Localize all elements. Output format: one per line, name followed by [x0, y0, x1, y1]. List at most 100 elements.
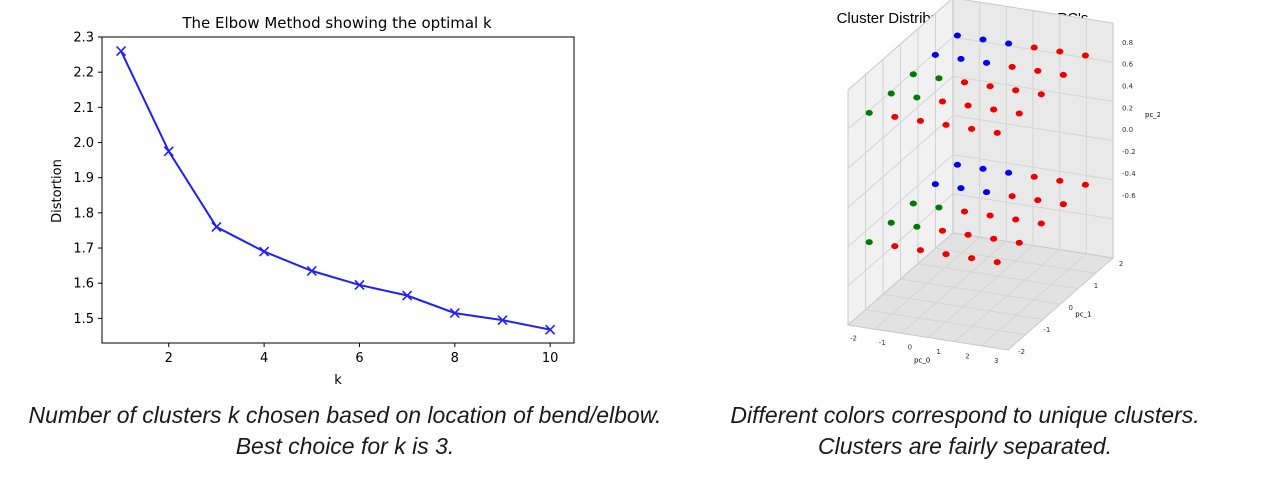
data-point: [402, 290, 413, 301]
data-point: [1034, 67, 1042, 74]
data-point: [993, 259, 1001, 266]
data-point: [942, 121, 950, 128]
data-point: [1081, 181, 1089, 188]
data-point: [354, 279, 365, 291]
caption-left: Number of clusters k chosen based on loc…: [28, 402, 662, 459]
z-tick-label: 0.8: [1122, 39, 1133, 47]
data-point: [968, 255, 976, 262]
data-point: [957, 185, 965, 192]
data-point: [891, 243, 899, 250]
data-point: [259, 246, 270, 257]
y-tick-label: 1.7: [73, 242, 94, 257]
x-tick-label: -2: [850, 334, 857, 342]
data-point: [957, 55, 965, 62]
data-point: [964, 231, 972, 238]
data-point: [935, 204, 943, 211]
data-point: [1037, 220, 1045, 227]
data-point: [1034, 197, 1042, 204]
data-point: [545, 324, 556, 335]
data-point: [1008, 63, 1016, 70]
y-tick-label: 1.5: [73, 312, 94, 327]
y-tick-label: 1.9: [73, 171, 94, 186]
data-point: [916, 117, 924, 124]
y-axis-label: Distortion: [50, 159, 65, 223]
y-tick-label: 2.2: [73, 66, 94, 81]
data-point: [986, 212, 994, 219]
caption-right: Different colors correspond to unique cl…: [730, 402, 1200, 459]
data-point: [993, 129, 1001, 136]
z-tick-label: -0.2: [1122, 148, 1136, 156]
data-point: [1012, 87, 1020, 94]
x-tick-label: 6: [355, 351, 363, 366]
data-point: [942, 251, 950, 258]
x-axis-label: pc_0: [914, 356, 930, 364]
data-point: [916, 247, 924, 254]
y-tick-label: 2.1: [73, 101, 94, 116]
z-tick-label: -0.4: [1122, 170, 1136, 178]
scatter-points: [865, 32, 1089, 266]
data-point: [1015, 239, 1023, 246]
data-point: [909, 200, 917, 207]
data-point: [953, 161, 961, 168]
data-point: [887, 90, 895, 97]
data-point: [865, 239, 873, 246]
data-point: [986, 83, 994, 90]
axes-panes: [846, 0, 1115, 351]
plot-frame: [101, 36, 575, 344]
data-point: [449, 308, 460, 319]
data-point: [1030, 44, 1038, 51]
grid-line: [981, 18, 1087, 347]
y-tick-label: 1: [1094, 282, 1098, 290]
data-point: [964, 102, 972, 109]
y-tick-label: 1.8: [73, 206, 94, 221]
data-point: [968, 125, 976, 132]
data-point: [1056, 48, 1064, 55]
data-point: [891, 113, 899, 120]
y-tick-label: 2.0: [73, 136, 94, 151]
x-tick-label: -1: [879, 339, 886, 347]
z-tick-label: 0.2: [1122, 104, 1133, 112]
data-point: [909, 71, 917, 78]
x-tick-label: 1: [936, 348, 940, 356]
data-point: [1012, 216, 1020, 223]
x-axis-label: k: [334, 373, 342, 388]
data-point: [913, 94, 921, 101]
data-point: [1005, 169, 1013, 176]
cluster-3d-chart: -2 -1 0 1 2 3 -2 -1 0 1 2 0.8 0.6 0.4 0.2 0.0 -0.2 -0.4 -0…: [846, 0, 1160, 365]
data-point: [960, 208, 969, 215]
data-point: [938, 98, 947, 105]
y-axis-label: pc_1: [1075, 311, 1091, 319]
y-tick-label: 2.3: [73, 31, 94, 46]
grid-lines: [847, 2, 1114, 347]
tick-labels: -2 -1 0 1 2 3 -2 -1 0 1 2 0.8 0.6 0.4 0.2 0.0 -0.2 -0.4 -0…: [850, 39, 1160, 365]
data-point: [1081, 52, 1089, 59]
data-point: [306, 265, 317, 276]
data-point: [211, 221, 222, 232]
data-point: [1030, 173, 1038, 180]
data-point: [1005, 40, 1013, 47]
y-tick-label: -1: [1043, 326, 1050, 334]
data-point: [887, 219, 895, 226]
y-tick-label: -2: [1018, 348, 1025, 356]
z-tick-label: 0.6: [1122, 61, 1134, 69]
data-point: [116, 46, 127, 57]
chart-title: The Elbow Method showing the optimal k: [181, 14, 492, 32]
y-tick-label: 2: [1119, 260, 1123, 268]
elbow-chart: The Elbow Method showing the optimal k 1…: [50, 14, 575, 388]
series-group: [116, 46, 556, 335]
series-line: [120, 50, 551, 331]
data-point: [931, 181, 939, 188]
data-point: [982, 59, 991, 66]
data-point: [1059, 71, 1067, 78]
data-point: [935, 75, 943, 82]
x-tick-label: 4: [260, 351, 268, 366]
data-point: [1037, 91, 1045, 98]
data-point: [990, 235, 998, 242]
z-axis-label: pc_2: [1145, 111, 1160, 119]
x-tick-label: 10: [542, 351, 559, 366]
z-tick-label: 0.4: [1122, 83, 1134, 91]
data-point: [979, 165, 987, 172]
grid-line: [847, 75, 1114, 169]
data-point: [865, 109, 873, 116]
data-point: [1056, 177, 1064, 184]
